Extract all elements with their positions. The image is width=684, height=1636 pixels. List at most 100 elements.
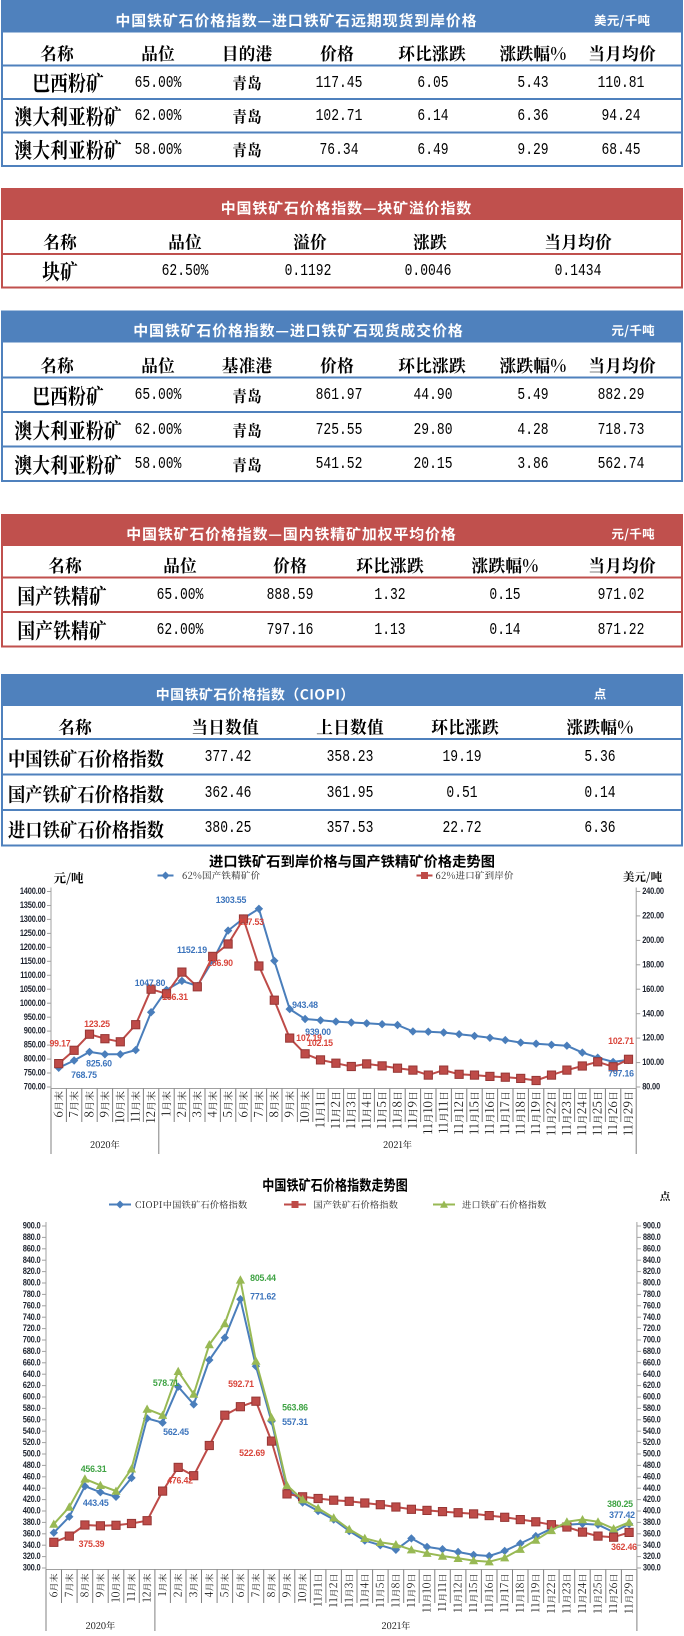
svg-text:720.0: 720.0 xyxy=(23,1324,41,1334)
svg-text:840.0: 840.0 xyxy=(23,1255,41,1265)
svg-text:220.00: 220.00 xyxy=(642,911,664,921)
svg-text:850.00: 850.00 xyxy=(24,1040,46,1050)
svg-text:476.42: 476.42 xyxy=(167,1476,193,1486)
svg-text:160.00: 160.00 xyxy=(642,984,664,994)
svg-text:460.0: 460.0 xyxy=(643,1472,661,1482)
svg-text:900.0: 900.0 xyxy=(643,1221,661,1231)
svg-text:1250.00: 1250.00 xyxy=(20,928,46,938)
svg-text:6.14: 6.14 xyxy=(417,108,448,126)
svg-text:800.0: 800.0 xyxy=(23,1278,41,1288)
svg-text:320.0: 320.0 xyxy=(23,1552,41,1562)
svg-text:578.71: 578.71 xyxy=(153,1378,179,1388)
svg-text:0.14: 0.14 xyxy=(489,622,520,640)
svg-text:6.36: 6.36 xyxy=(517,108,548,126)
svg-text:300.0: 300.0 xyxy=(643,1563,661,1573)
svg-text:680.0: 680.0 xyxy=(23,1346,41,1356)
svg-text:1303.55: 1303.55 xyxy=(216,895,247,905)
svg-text:9.29: 9.29 xyxy=(517,142,548,160)
svg-text:420.0: 420.0 xyxy=(643,1495,661,1505)
svg-text:820.0: 820.0 xyxy=(23,1267,41,1277)
svg-text:62.00%: 62.00% xyxy=(135,422,182,440)
svg-text:860.0: 860.0 xyxy=(643,1244,661,1254)
svg-text:1300.00: 1300.00 xyxy=(20,914,46,924)
svg-text:640.0: 640.0 xyxy=(23,1369,41,1379)
svg-text:943.48: 943.48 xyxy=(292,1000,318,1010)
svg-text:29.80: 29.80 xyxy=(414,422,453,440)
svg-text:840.0: 840.0 xyxy=(643,1255,661,1265)
svg-text:580.0: 580.0 xyxy=(23,1403,41,1413)
svg-text:65.00%: 65.00% xyxy=(157,587,204,605)
svg-text:880.0: 880.0 xyxy=(23,1232,41,1242)
svg-text:740.0: 740.0 xyxy=(643,1312,661,1322)
svg-text:939.00: 939.00 xyxy=(305,1027,331,1037)
svg-text:44.90: 44.90 xyxy=(414,387,453,405)
svg-text:880.0: 880.0 xyxy=(643,1232,661,1242)
svg-text:1.13: 1.13 xyxy=(374,622,405,640)
svg-text:1100.00: 1100.00 xyxy=(20,970,46,980)
svg-text:780.0: 780.0 xyxy=(23,1289,41,1299)
svg-text:102.71: 102.71 xyxy=(316,108,363,126)
svg-text:440.0: 440.0 xyxy=(23,1483,41,1493)
svg-text:62.00%: 62.00% xyxy=(135,108,182,126)
svg-text:300.0: 300.0 xyxy=(23,1563,41,1573)
svg-text:820.0: 820.0 xyxy=(643,1267,661,1277)
svg-text:62.50%: 62.50% xyxy=(162,263,209,281)
svg-text:882.29: 882.29 xyxy=(598,387,645,405)
svg-text:1150.00: 1150.00 xyxy=(20,956,46,966)
svg-text:971.02: 971.02 xyxy=(598,587,645,605)
svg-text:768.75: 768.75 xyxy=(71,1070,97,1080)
svg-text:0.14: 0.14 xyxy=(584,785,615,803)
svg-text:560.0: 560.0 xyxy=(23,1415,41,1425)
svg-text:362.46: 362.46 xyxy=(611,1542,637,1552)
svg-text:1000.00: 1000.00 xyxy=(20,998,46,1008)
svg-text:58.00%: 58.00% xyxy=(135,456,182,474)
svg-text:725.55: 725.55 xyxy=(316,422,363,440)
svg-text:563.86: 563.86 xyxy=(282,1403,308,1413)
svg-text:380.25: 380.25 xyxy=(607,1499,633,1509)
svg-text:5.36: 5.36 xyxy=(584,749,615,767)
svg-text:660.0: 660.0 xyxy=(643,1358,661,1368)
svg-text:377.42: 377.42 xyxy=(609,1510,635,1520)
svg-text:700.00: 700.00 xyxy=(24,1082,46,1092)
svg-text:0.0046: 0.0046 xyxy=(405,263,452,281)
svg-text:102.71: 102.71 xyxy=(608,1036,634,1046)
svg-text:80.00: 80.00 xyxy=(642,1082,660,1092)
svg-text:340.0: 340.0 xyxy=(23,1540,41,1550)
svg-text:797.16: 797.16 xyxy=(608,1069,634,1079)
svg-text:94.24: 94.24 xyxy=(602,108,641,126)
svg-text:480.0: 480.0 xyxy=(23,1460,41,1470)
svg-text:805.44: 805.44 xyxy=(250,1273,276,1283)
svg-text:640.0: 640.0 xyxy=(643,1369,661,1379)
svg-text:360.0: 360.0 xyxy=(23,1529,41,1539)
svg-text:1350.00: 1350.00 xyxy=(20,900,46,910)
svg-text:377.42: 377.42 xyxy=(205,749,252,767)
svg-text:620.0: 620.0 xyxy=(643,1381,661,1391)
svg-text:140.00: 140.00 xyxy=(642,1009,664,1019)
svg-text:720.0: 720.0 xyxy=(643,1324,661,1334)
svg-text:620.0: 620.0 xyxy=(23,1381,41,1391)
svg-text:825.60: 825.60 xyxy=(86,1059,112,1069)
svg-text:950.00: 950.00 xyxy=(24,1012,46,1022)
svg-text:380.25: 380.25 xyxy=(205,820,252,838)
svg-text:99.17: 99.17 xyxy=(49,1039,70,1049)
svg-text:180.00: 180.00 xyxy=(642,960,664,970)
svg-text:580.0: 580.0 xyxy=(643,1403,661,1413)
svg-text:861.97: 861.97 xyxy=(316,387,363,405)
svg-text:443.45: 443.45 xyxy=(83,1498,109,1508)
svg-text:380.0: 380.0 xyxy=(643,1517,661,1527)
svg-text:58.00%: 58.00% xyxy=(135,142,182,160)
svg-text:760.0: 760.0 xyxy=(23,1301,41,1311)
svg-text:358.23: 358.23 xyxy=(327,749,374,767)
svg-text:217.53: 217.53 xyxy=(238,917,264,927)
svg-text:361.95: 361.95 xyxy=(327,785,374,803)
svg-text:480.0: 480.0 xyxy=(643,1460,661,1470)
svg-text:522.69: 522.69 xyxy=(239,1448,265,1458)
svg-text:1400.00: 1400.00 xyxy=(20,886,46,896)
svg-text:760.0: 760.0 xyxy=(643,1301,661,1311)
svg-text:660.0: 660.0 xyxy=(23,1358,41,1368)
svg-text:62.00%: 62.00% xyxy=(157,622,204,640)
svg-text:1200.00: 1200.00 xyxy=(20,942,46,952)
svg-text:340.0: 340.0 xyxy=(643,1540,661,1550)
svg-text:557.31: 557.31 xyxy=(282,1417,308,1427)
svg-text:600.0: 600.0 xyxy=(23,1392,41,1402)
